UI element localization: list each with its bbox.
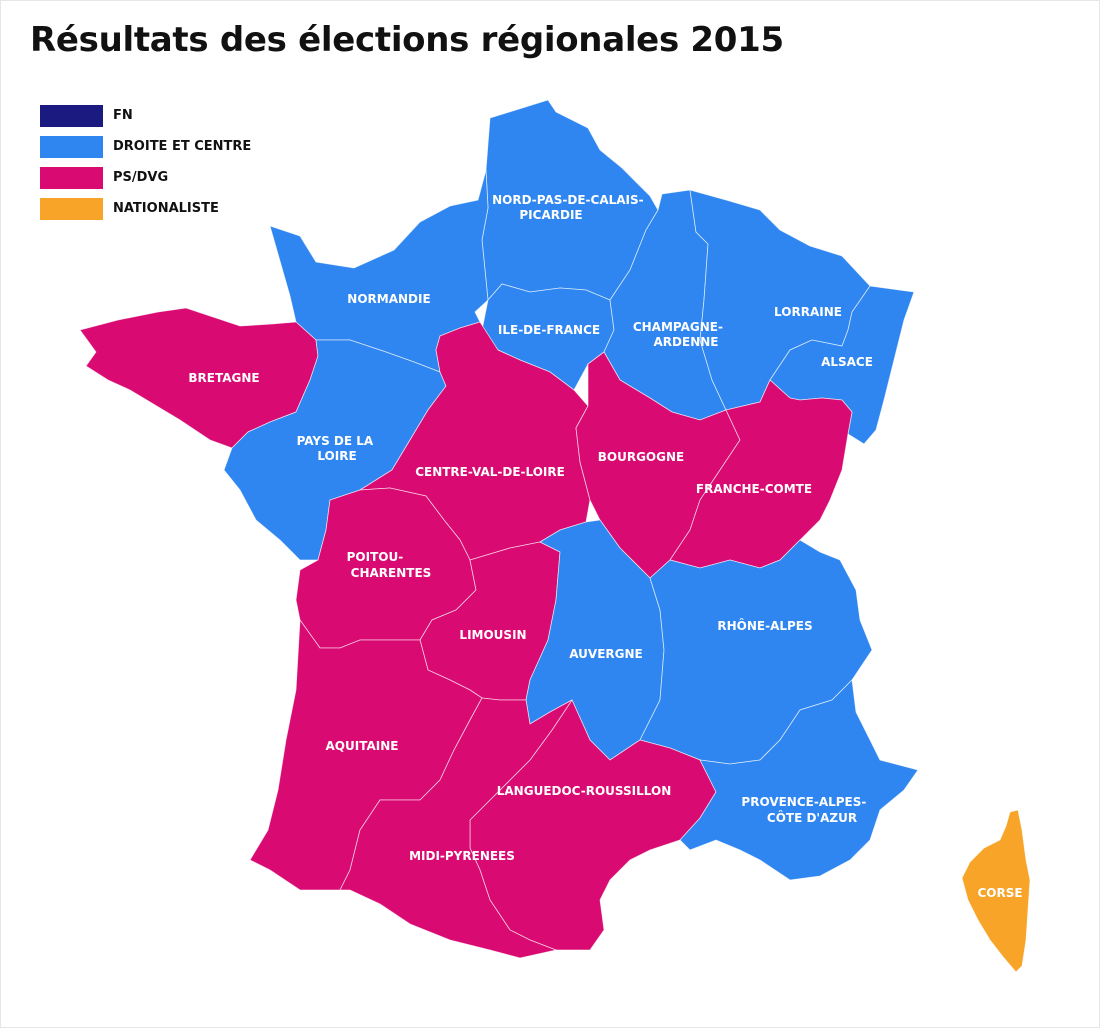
legend-swatch-nationaliste [40,197,103,220]
legend-item-fn: FN [40,100,251,131]
legend-item-ps: PS/DVG [40,162,251,193]
label-alsace: ALSACE [821,355,873,369]
label-paca: PROVENCE-ALPES- CÔTE D'AZUR [741,795,870,825]
label-lorraine: LORRAINE [774,305,842,319]
label-pdl: PAYS DE LA LOIRE [297,434,378,463]
label-franche: FRANCHE-COMTE [696,482,812,496]
label-bretagne: BRETAGNE [188,371,259,385]
page-title: Résultats des élections régionales 2015 [30,20,784,60]
label-corse: CORSE [977,886,1022,900]
label-midi: MIDI-PYRENEES [409,849,515,863]
legend-item-droite: DROITE ET CENTRE [40,131,251,162]
label-champagne: CHAMPAGNE- ARDENNE [633,320,727,349]
legend-label-ps: PS/DVG [113,170,169,185]
label-auvergne: AUVERGNE [569,647,642,661]
region-paca[interactable] [679,679,919,881]
label-centre: CENTRE-VAL-DE-LOIRE [415,465,565,479]
legend-label-nationaliste: NATIONALISTE [113,201,219,216]
label-languedoc: LANGUEDOC-ROUSSILLON [497,784,672,798]
legend-swatch-fn [40,104,103,127]
legend-swatch-droite [40,135,103,158]
legend: FN DROITE ET CENTRE PS/DVG NATIONALISTE [40,100,251,224]
label-rhone: RHÔNE-ALPES [717,618,812,633]
label-bourgogne: BOURGOGNE [598,450,684,464]
label-limousin: LIMOUSIN [459,628,526,642]
label-normandie: NORMANDIE [347,292,430,306]
legend-item-nationaliste: NATIONALISTE [40,193,251,224]
legend-label-fn: FN [113,108,133,123]
region-midi[interactable] [339,697,573,959]
legend-label-droite: DROITE ET CENTRE [113,139,252,154]
region-corse[interactable] [961,809,1031,973]
legend-swatch-ps [40,166,103,189]
label-poitou: POITOU- CHARENTES [347,550,432,580]
label-nord: NORD-PAS-DE-CALAIS- PICARDIE [492,193,648,222]
label-aquitaine: AQUITAINE [326,739,399,753]
label-idf: ILE-DE-FRANCE [498,323,600,337]
region-franche[interactable] [669,379,853,569]
